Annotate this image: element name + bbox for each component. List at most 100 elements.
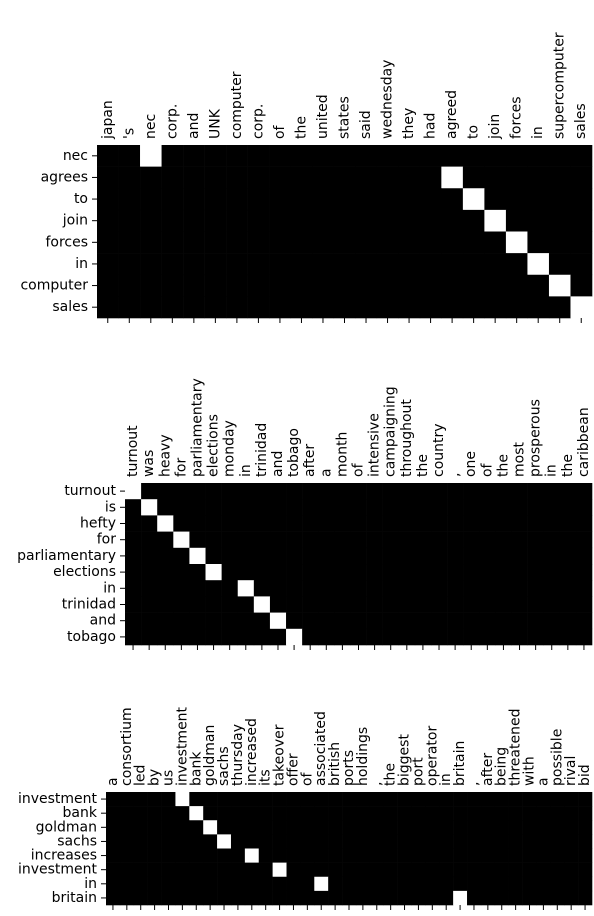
x-tick-label: said <box>358 110 374 139</box>
heatmap-cell <box>217 820 232 835</box>
heatmap-cell <box>398 145 421 167</box>
heatmap-cell <box>230 890 246 906</box>
x-tick-label: nec <box>143 114 159 139</box>
x-tick-label: turnout <box>125 425 141 477</box>
heatmap-cell <box>318 499 335 516</box>
x-tick-label: month <box>334 432 350 477</box>
heatmap-cell <box>334 596 351 613</box>
heatmap-cell <box>398 499 416 516</box>
y-tick-label: parliamentary <box>17 548 116 564</box>
heatmap-cell <box>527 499 544 516</box>
heatmap-cell <box>559 564 577 581</box>
heatmap-cell <box>175 848 190 863</box>
heatmap-cell <box>247 231 270 254</box>
heatmap-cell <box>508 862 523 878</box>
heatmap-cell <box>173 483 190 500</box>
heatmap-cell <box>334 580 351 597</box>
heatmap-cell <box>575 483 593 500</box>
heatmap-cell <box>527 166 550 189</box>
heatmap-cell <box>244 834 260 849</box>
heatmap-cell <box>318 531 335 549</box>
heatmap-cell <box>495 499 512 516</box>
x-tick-label: thursday <box>230 724 246 786</box>
heatmap-cell <box>221 515 239 532</box>
x-tick-label: intensive <box>367 413 383 477</box>
heatmap-cell <box>106 890 121 906</box>
heatmap-cell <box>189 580 206 597</box>
heatmap-cell <box>453 792 468 807</box>
heatmap-cell <box>453 890 468 906</box>
heatmap-cell <box>173 547 190 565</box>
heatmap-cell <box>548 145 571 167</box>
heatmap-cell <box>205 531 222 549</box>
heatmap-cell <box>484 253 507 276</box>
x-tick-label: supercomputer <box>552 32 568 139</box>
heatmap-cell <box>508 834 523 849</box>
heatmap-cell <box>398 483 416 500</box>
heatmap-cell <box>333 145 356 167</box>
heatmap-cell <box>333 231 356 254</box>
heatmap-cell <box>462 188 485 211</box>
heatmap-cell <box>355 820 371 835</box>
x-tick-label: and <box>270 451 286 477</box>
heatmap-cell <box>237 596 255 613</box>
heatmap-cell <box>147 876 162 892</box>
x-tick-label: wednesday <box>380 60 396 139</box>
heatmap-cell <box>258 792 273 807</box>
heatmap-cell <box>559 580 577 597</box>
heatmap-cell <box>425 876 440 892</box>
heatmap-cell <box>286 499 303 516</box>
heatmap-cell <box>189 596 206 613</box>
heatmap-cell <box>578 848 593 863</box>
heatmap-cell <box>383 862 398 878</box>
heatmap-cell <box>269 253 291 276</box>
heatmap-cell <box>318 596 335 613</box>
heatmap-cell <box>430 612 448 630</box>
x-tick-label: of <box>299 771 315 786</box>
heatmap-cell <box>302 580 319 597</box>
x-tick-label: takeover <box>272 724 288 786</box>
heatmap-cell <box>205 596 222 613</box>
x-tick-label: prosperous <box>528 399 544 477</box>
heatmap-cell <box>543 564 561 581</box>
heatmap-cell <box>441 274 464 297</box>
heatmap-cell <box>157 596 174 613</box>
heatmap-cell <box>125 499 142 516</box>
x-tick-label: rival <box>563 756 579 786</box>
heatmap-cell <box>253 483 271 500</box>
heatmap-cell <box>376 296 399 319</box>
heatmap-cell <box>125 628 142 646</box>
heatmap-cell <box>141 531 158 549</box>
heatmap-cell <box>411 834 426 849</box>
heatmap-cell <box>550 792 565 807</box>
heatmap-cell <box>161 145 184 167</box>
heatmap-cell <box>527 612 544 630</box>
heatmap-cell <box>204 209 227 232</box>
heatmap-cell <box>203 862 218 878</box>
heatmap-cell <box>217 792 232 807</box>
heatmap-cell <box>173 564 190 581</box>
heatmap-cell <box>495 596 512 613</box>
heatmap-cell <box>355 145 378 167</box>
heatmap-cell <box>383 820 398 835</box>
heatmap-cell <box>97 253 119 276</box>
heatmap-cell <box>300 834 315 849</box>
heatmap-cell <box>286 890 301 906</box>
heatmap-cell <box>286 848 301 863</box>
x-tick-label: caribbean <box>576 407 592 477</box>
x-tick-label: tobago <box>286 428 302 477</box>
heatmap-cell <box>205 580 222 597</box>
heatmap-cell <box>570 209 593 232</box>
heatmap-cell <box>462 145 485 167</box>
heatmap-cell <box>189 848 204 863</box>
heatmap-cell <box>453 876 468 892</box>
heatmap-cell <box>511 499 528 516</box>
heatmap-cell <box>189 820 204 835</box>
heatmap-cell <box>382 547 400 565</box>
heatmap-cell <box>290 188 313 211</box>
heatmap-cell <box>578 820 593 835</box>
heatmap-cell <box>269 499 287 516</box>
heatmap-cell <box>161 188 184 211</box>
heatmap-cell <box>484 166 507 189</box>
heatmap-cell <box>269 209 291 232</box>
